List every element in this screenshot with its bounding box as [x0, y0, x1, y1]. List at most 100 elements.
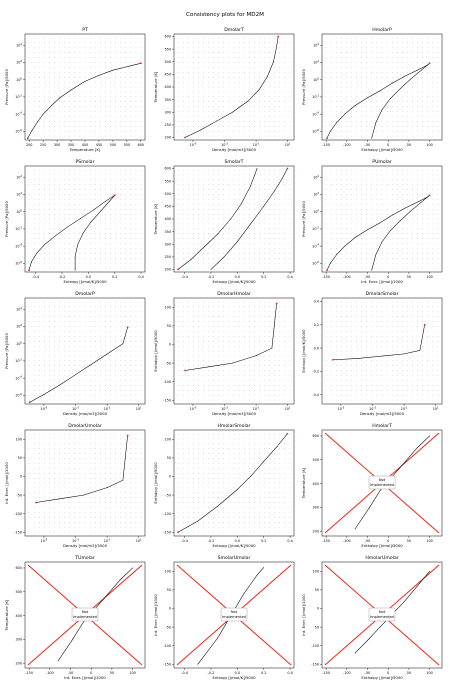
- sample-point: [284, 355, 286, 357]
- sample-point: [94, 179, 96, 181]
- sample-point: [228, 213, 230, 215]
- sample-point: [228, 96, 230, 98]
- sample-point: [38, 253, 40, 254]
- sample-point: [110, 189, 111, 190]
- sample-point: [381, 233, 383, 234]
- sample-point: [110, 321, 111, 322]
- sample-point: [54, 47, 55, 49]
- sample-point: [89, 350, 91, 352]
- sample-point: [417, 86, 418, 88]
- sample-point: [84, 340, 86, 342]
- y-tick-label: 10-2: [312, 94, 319, 100]
- sample-point: [228, 47, 230, 49]
- sample-point: [264, 194, 265, 195]
- sample-point: [192, 257, 194, 259]
- sample-point: [330, 326, 332, 327]
- sample-point: [371, 311, 373, 313]
- sample-point: [259, 326, 260, 327]
- sample-point: [396, 72, 398, 73]
- sample-point: [274, 370, 276, 371]
- sample-point: [437, 253, 439, 254]
- sample-point: [54, 512, 55, 513]
- sample-point: [346, 306, 347, 308]
- sample-point: [140, 208, 142, 210]
- sample-point: [192, 86, 194, 88]
- sample-point: [125, 389, 127, 391]
- sample-point: [351, 174, 352, 176]
- sample-point: [335, 179, 337, 181]
- sample-point: [371, 72, 373, 73]
- sample-point: [366, 81, 368, 83]
- sample-point: [366, 52, 368, 53]
- sample-point: [346, 208, 347, 210]
- sample-point: [64, 248, 65, 249]
- sample-point: [264, 360, 265, 362]
- sample-point: [218, 267, 220, 269]
- sample-point: [54, 257, 55, 259]
- sample-point: [218, 306, 220, 308]
- sample-point: [386, 135, 388, 137]
- sample-point: [391, 331, 393, 332]
- sample-point: [49, 507, 50, 508]
- sample-point: [187, 184, 189, 185]
- sample-point: [110, 311, 111, 313]
- sample-point: [284, 42, 286, 44]
- sample-point: [28, 497, 30, 498]
- sample-point: [376, 96, 378, 98]
- sample-point: [177, 194, 179, 195]
- sample-point: [274, 228, 276, 230]
- sample-point: [89, 389, 91, 391]
- sample-point: [381, 394, 383, 396]
- data-point: [403, 353, 405, 355]
- sample-point: [335, 262, 337, 264]
- sample-point: [192, 340, 194, 342]
- sample-point: [264, 326, 265, 327]
- sample-point: [437, 204, 439, 205]
- sample-point: [79, 179, 81, 181]
- sample-point: [38, 213, 40, 215]
- sample-point: [361, 257, 362, 259]
- sample-point: [386, 253, 388, 254]
- sample-point: [412, 385, 413, 386]
- sample-point: [33, 42, 35, 44]
- sample-point: [269, 96, 270, 98]
- sample-point: [289, 184, 291, 185]
- sample-point: [49, 262, 50, 264]
- sample-point: [198, 336, 199, 337]
- sample-point: [279, 101, 281, 102]
- sample-point: [89, 52, 91, 53]
- sample-point: [248, 360, 250, 362]
- sample-point: [422, 385, 424, 386]
- data-point: [379, 90, 381, 92]
- sample-point: [115, 316, 116, 317]
- sample-point: [203, 213, 204, 215]
- sample-point: [437, 194, 439, 195]
- sample-point: [54, 189, 55, 190]
- sample-point: [223, 57, 225, 58]
- sample-point: [248, 218, 250, 220]
- sample-point: [110, 238, 111, 239]
- sample-point: [356, 47, 357, 49]
- sample-point: [59, 184, 60, 185]
- sample-point: [192, 380, 194, 381]
- sample-point: [422, 37, 424, 39]
- sample-point: [248, 399, 250, 401]
- sample-point: [238, 316, 240, 317]
- sample-point: [259, 233, 260, 234]
- sample-point: [115, 208, 116, 210]
- sample-point: [412, 184, 413, 185]
- sample-point: [28, 233, 30, 234]
- sample-point: [33, 72, 35, 73]
- sample-point: [340, 267, 342, 269]
- sample-point: [79, 301, 81, 303]
- sample-point: [417, 228, 418, 230]
- sample-point: [120, 243, 121, 244]
- sample-point: [269, 228, 270, 230]
- sample-point: [49, 472, 50, 474]
- sample-point: [346, 42, 347, 44]
- sample-point: [49, 37, 50, 39]
- sample-point: [59, 62, 60, 63]
- sample-point: [49, 47, 50, 49]
- sample-point: [125, 204, 127, 205]
